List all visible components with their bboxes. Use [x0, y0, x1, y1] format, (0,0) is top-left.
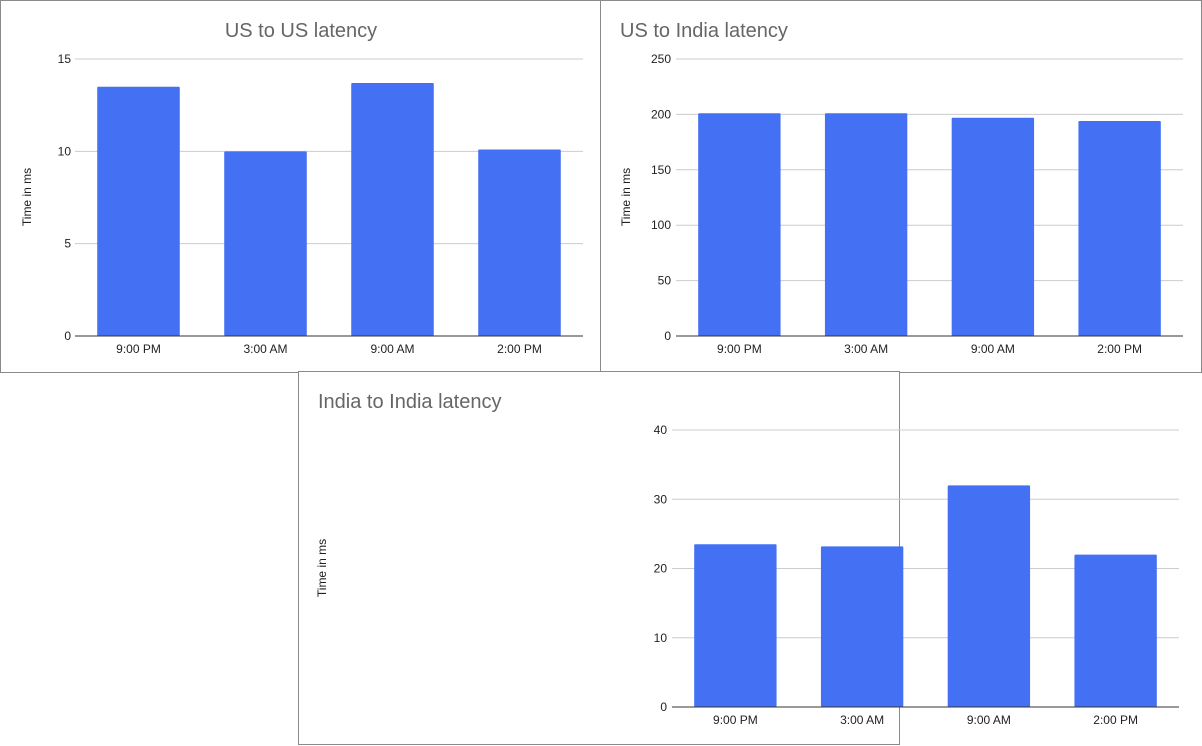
- y-axis-title: Time in ms: [315, 539, 329, 597]
- x-tick-label: 9:00 PM: [713, 713, 758, 727]
- y-tick-label: 200: [651, 107, 671, 121]
- x-tick-label: 3:00 AM: [844, 342, 888, 356]
- y-tick-label: 10: [58, 144, 72, 158]
- y-axis-title: Time in ms: [619, 168, 633, 226]
- x-tick-label: 9:00 PM: [717, 342, 762, 356]
- x-tick-label: 9:00 AM: [370, 342, 414, 356]
- y-tick-label: 5: [64, 237, 71, 251]
- y-tick-label: 20: [654, 562, 668, 576]
- chart-us-to-india: US to India latency Time in ms 0 50 100 150…: [619, 20, 1183, 356]
- y-tick-label: 10: [654, 631, 668, 645]
- bar[interactable]: [694, 544, 777, 707]
- y-tick-label: 50: [658, 274, 672, 288]
- x-tick-label: 2:00 PM: [497, 342, 542, 356]
- chart-title: US to India latency: [620, 20, 788, 42]
- y-tick-label: 15: [58, 52, 72, 66]
- bar[interactable]: [224, 151, 307, 336]
- chart-title: US to US latency: [225, 20, 377, 42]
- x-tick-label: 9:00 AM: [967, 713, 1011, 727]
- bar[interactable]: [698, 113, 781, 337]
- bar[interactable]: [824, 113, 908, 337]
- y-tick-label: 30: [654, 492, 668, 506]
- plot-area: 0 50 100 150 200 250 9:00 PM 3:00 AM 9:00 AM 2:00…: [651, 52, 1183, 356]
- bar[interactable]: [1078, 121, 1161, 336]
- bar[interactable]: [947, 485, 1031, 707]
- plot-area: 0 5 10 15 9:00 PM 3:00 AM 9:00 AM 2:00 PM: [58, 52, 583, 356]
- chart-title: India to India latency: [318, 391, 501, 413]
- bar[interactable]: [351, 83, 434, 336]
- x-tick-label: 2:00 PM: [1097, 342, 1142, 356]
- x-tick-label: 3:00 AM: [243, 342, 287, 356]
- y-tick-label: 0: [660, 700, 667, 714]
- chart-india-to-india: India to India latency Time in ms 0 10 20 3…: [315, 391, 1179, 727]
- bar[interactable]: [820, 546, 904, 707]
- bar[interactable]: [97, 86, 180, 336]
- chart-us-to-us: US to US latency Time in ms 0 5 10 15 9:00 P…: [20, 20, 583, 356]
- x-tick-label: 9:00 AM: [971, 342, 1015, 356]
- y-tick-label: 250: [651, 52, 671, 66]
- x-tick-label: 3:00 AM: [840, 713, 884, 727]
- x-tick-label: 9:00 PM: [116, 342, 161, 356]
- plot-area: 0 10 20 30 40 9:00 PM 3:00 AM 9:00 AM 2:00 PM: [654, 423, 1179, 727]
- x-tick-label: 2:00 PM: [1093, 713, 1138, 727]
- y-tick-label: 0: [664, 329, 671, 343]
- y-tick-label: 0: [64, 329, 71, 343]
- y-tick-label: 100: [651, 218, 671, 232]
- y-tick-label: 40: [654, 423, 668, 437]
- chart-panel-india-to-india: India to India latency Time in ms 0 10 20 3…: [298, 371, 1179, 745]
- chart-panel-us-to-us: US to US latency Time in ms 0 5 10 15 9:00 P…: [0, 0, 601, 373]
- bar[interactable]: [1074, 554, 1157, 707]
- bar[interactable]: [951, 117, 1035, 336]
- y-tick-label: 150: [651, 163, 671, 177]
- y-axis-title: Time in ms: [20, 168, 34, 226]
- chart-panel-us-to-india: US to India latency Time in ms 0 50 100 150…: [600, 0, 1202, 373]
- bar[interactable]: [478, 149, 561, 336]
